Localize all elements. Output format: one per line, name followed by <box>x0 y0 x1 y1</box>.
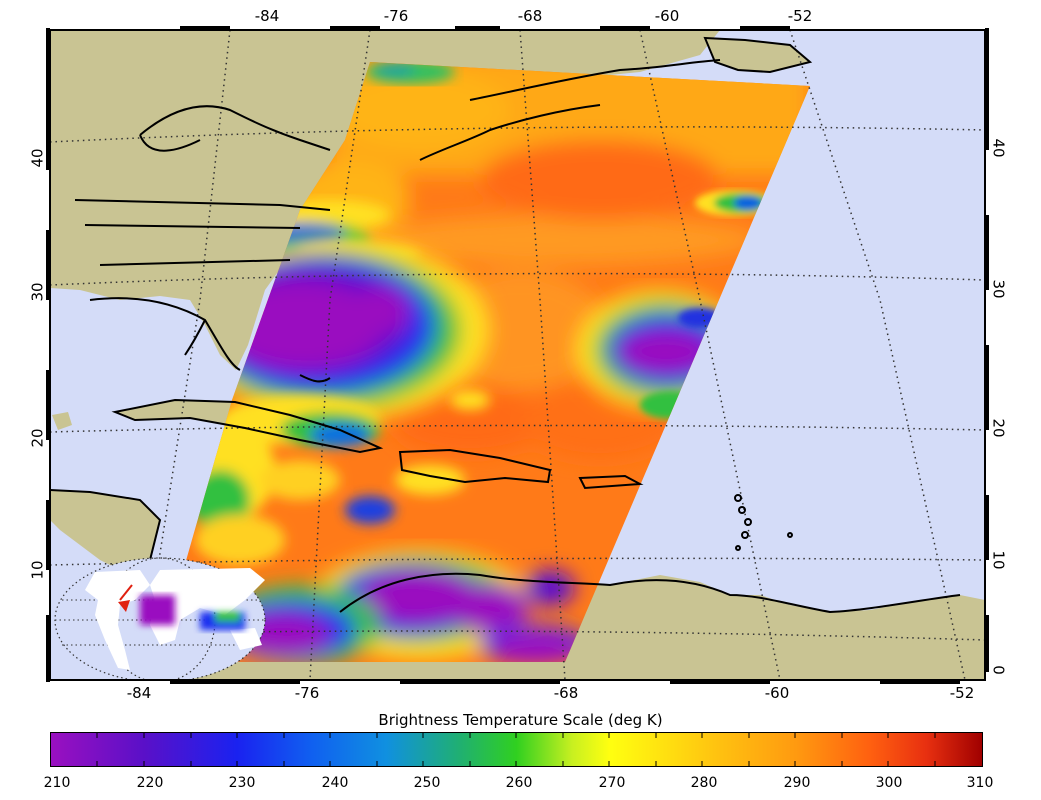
land-north-america <box>50 30 720 370</box>
bottom-tick-4: -60 <box>764 684 790 702</box>
colorbar-tick-290: 290 <box>783 775 811 791</box>
right-tick-2: 30 <box>989 279 1008 299</box>
colorbar-tick-250: 250 <box>413 775 441 791</box>
land-newfoundland <box>705 38 810 72</box>
left-tick-4: 10 <box>28 560 47 580</box>
left-tick-3: 20 <box>28 428 47 448</box>
bottom-tick-2: -76 <box>294 684 320 702</box>
coastlines <box>50 36 961 614</box>
top-tick-4: -60 <box>654 7 680 25</box>
colorbar-title: Brightness Temperature Scale (deg K) <box>378 711 663 729</box>
left-tick-1: 40 <box>28 148 47 168</box>
inset-location-marker <box>118 600 130 612</box>
colorbar-tick-230: 230 <box>228 775 256 791</box>
top-tick-3: -68 <box>517 7 543 25</box>
bottom-tick-5: -52 <box>949 684 975 702</box>
top-tick-5: -52 <box>787 7 813 25</box>
colorbar-tick-310: 310 <box>966 775 994 791</box>
globe-inset <box>54 557 266 680</box>
colorbar-tick-270: 270 <box>598 775 626 791</box>
top-tick-1: -84 <box>254 7 280 25</box>
land-florida-keys-blob <box>52 412 72 430</box>
right-tick-4: 10 <box>989 550 1008 570</box>
colorbar-tick-300: 300 <box>875 775 903 791</box>
colorbar-tick-260: 260 <box>505 775 533 791</box>
bottom-tick-3: -68 <box>553 684 579 702</box>
right-tick-5: 0 <box>989 665 1008 675</box>
lesser-antilles <box>734 494 793 551</box>
colorbar-tick-240: 240 <box>321 775 349 791</box>
land-central-america <box>50 490 160 570</box>
frame-scale-bars <box>46 26 989 684</box>
top-tick-2: -76 <box>383 7 409 25</box>
colorbar-tick-280: 280 <box>690 775 718 791</box>
bottom-tick-1: -84 <box>126 684 152 702</box>
colorbar-tick-220: 220 <box>136 775 164 791</box>
colorbar-gradient <box>50 732 983 767</box>
graticule <box>50 30 985 680</box>
right-tick-3: 20 <box>989 418 1008 438</box>
left-tick-2: 30 <box>28 282 47 302</box>
colorbar-tick-210: 210 <box>43 775 71 791</box>
colorbar-tick-marks <box>96 733 936 766</box>
right-tick-1: 40 <box>989 138 1008 158</box>
